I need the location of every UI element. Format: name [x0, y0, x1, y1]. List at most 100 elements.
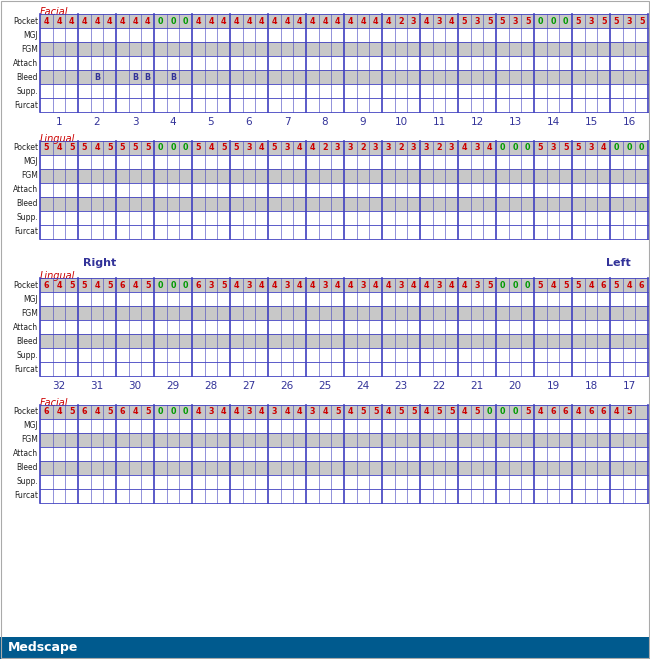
Text: 5: 5 [69, 281, 74, 289]
Text: 32: 32 [53, 381, 66, 391]
Text: 4: 4 [538, 407, 543, 416]
Bar [0, 637, 650, 659]
Text: 7: 7 [283, 117, 291, 127]
Text: 5: 5 [233, 144, 239, 152]
Text: 3: 3 [512, 16, 518, 26]
Text: 4: 4 [385, 281, 391, 289]
Text: FGM: FGM [21, 45, 38, 53]
Text: 5: 5 [82, 144, 87, 152]
Text: 0: 0 [563, 16, 568, 26]
Text: 5: 5 [69, 144, 74, 152]
Text: 6: 6 [639, 281, 644, 289]
Text: 4: 4 [322, 407, 328, 416]
Text: 0: 0 [157, 16, 163, 26]
Text: 6: 6 [551, 407, 556, 416]
Text: 18: 18 [584, 381, 597, 391]
Text: 4: 4 [487, 144, 493, 152]
Text: 3: 3 [246, 407, 252, 416]
Text: 30: 30 [129, 381, 142, 391]
Text: 6: 6 [563, 407, 568, 416]
Bar [40, 447, 648, 461]
Text: 0: 0 [639, 144, 644, 152]
Text: 6: 6 [601, 407, 606, 416]
Text: 5: 5 [487, 281, 493, 289]
Text: 3: 3 [360, 281, 366, 289]
Bar [40, 141, 648, 155]
Text: 5: 5 [145, 281, 150, 289]
Text: 23: 23 [395, 381, 408, 391]
Text: 4: 4 [170, 117, 176, 127]
Text: 4: 4 [259, 281, 265, 289]
Text: 5: 5 [576, 144, 581, 152]
Text: Bleed: Bleed [16, 200, 38, 208]
Text: 4: 4 [373, 281, 378, 289]
Text: 5: 5 [500, 16, 505, 26]
Text: Bleed: Bleed [16, 463, 38, 473]
Text: 6: 6 [120, 281, 125, 289]
Text: B: B [94, 72, 100, 82]
Text: 5: 5 [360, 407, 366, 416]
Text: 4: 4 [259, 407, 265, 416]
Text: 0: 0 [525, 144, 530, 152]
Bar [40, 278, 648, 292]
Text: 3: 3 [411, 16, 417, 26]
Text: 2: 2 [398, 16, 404, 26]
Text: 4: 4 [462, 144, 467, 152]
Text: 19: 19 [547, 381, 560, 391]
Text: 4: 4 [322, 16, 328, 26]
Text: 15: 15 [584, 117, 597, 127]
Text: FGM: FGM [21, 436, 38, 445]
Text: Furcat: Furcat [14, 227, 38, 237]
Bar [40, 419, 648, 433]
Text: 4: 4 [309, 144, 315, 152]
Text: 27: 27 [242, 381, 255, 391]
Text: 0: 0 [183, 16, 188, 26]
Text: 5: 5 [563, 281, 568, 289]
Bar [40, 183, 648, 197]
Text: 2: 2 [398, 144, 404, 152]
Text: 17: 17 [623, 381, 636, 391]
Bar [40, 28, 648, 42]
Text: 3: 3 [385, 144, 391, 152]
Text: 5: 5 [107, 407, 112, 416]
Text: 5: 5 [626, 407, 632, 416]
Text: 4: 4 [145, 16, 150, 26]
Text: 4: 4 [411, 281, 417, 289]
Text: 6: 6 [246, 117, 252, 127]
Text: 6: 6 [44, 407, 49, 416]
Bar [40, 405, 648, 419]
Text: 4: 4 [424, 281, 429, 289]
Bar [40, 475, 648, 489]
Text: 4: 4 [373, 16, 378, 26]
Text: 0: 0 [170, 407, 176, 416]
Text: 5: 5 [487, 16, 493, 26]
Text: 2: 2 [94, 117, 100, 127]
Text: 16: 16 [623, 117, 636, 127]
Text: Lingual: Lingual [40, 134, 75, 144]
Text: 0: 0 [183, 407, 188, 416]
Text: 5: 5 [373, 407, 378, 416]
Bar [40, 348, 648, 362]
Text: 4: 4 [297, 16, 302, 26]
Text: 4: 4 [297, 144, 302, 152]
Text: 0: 0 [500, 144, 505, 152]
Text: 0: 0 [512, 281, 518, 289]
Text: 3: 3 [208, 407, 214, 416]
Text: 4: 4 [385, 407, 391, 416]
Text: 4: 4 [284, 407, 290, 416]
Text: 2: 2 [322, 144, 328, 152]
Text: 3: 3 [588, 16, 593, 26]
Text: 4: 4 [132, 16, 138, 26]
Text: 4: 4 [208, 16, 214, 26]
Text: MGJ: MGJ [23, 30, 38, 40]
Text: Facial: Facial [40, 7, 68, 17]
Text: 5: 5 [221, 144, 226, 152]
Text: 0: 0 [170, 16, 176, 26]
Text: 28: 28 [204, 381, 218, 391]
Text: 5: 5 [208, 117, 214, 127]
Text: Attach: Attach [13, 185, 38, 194]
Text: 0: 0 [487, 407, 493, 416]
Text: 0: 0 [626, 144, 632, 152]
Text: 3: 3 [246, 144, 252, 152]
Text: 4: 4 [246, 16, 252, 26]
